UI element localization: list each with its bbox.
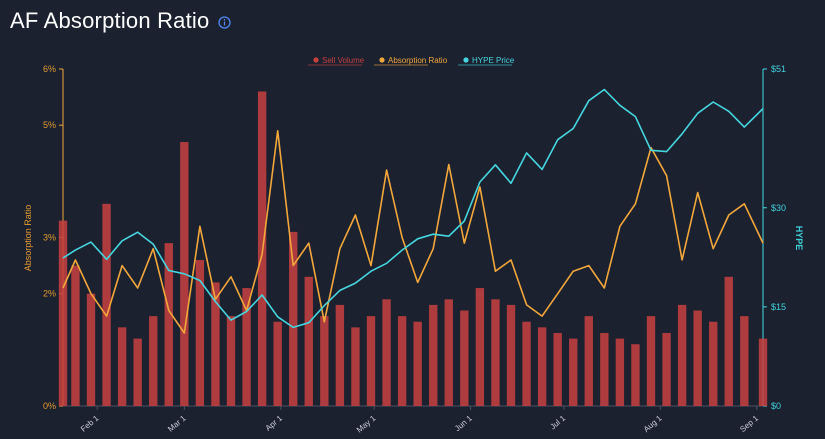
sell-volume-bar <box>569 338 578 406</box>
info-circle-icon[interactable] <box>218 16 232 29</box>
sell-volume-bar <box>58 220 68 406</box>
sell-volume-bar <box>662 332 671 406</box>
sell-volume-bar <box>429 304 438 406</box>
legend-marker <box>463 57 469 63</box>
sell-volume-bar <box>537 327 547 406</box>
sell-volume-bar <box>677 304 687 406</box>
sell-volume-bar <box>273 321 282 406</box>
legend-label: Absorption Ratio <box>388 56 448 65</box>
sell-volume-bar <box>366 316 376 406</box>
left-tick-label: 0% <box>43 401 56 411</box>
sell-volume-bar <box>133 338 142 406</box>
right-tick-label: $30 <box>771 203 786 213</box>
sell-volume-bar <box>460 310 469 406</box>
sell-volume-bar <box>740 316 749 406</box>
x-tick-label: Feb 1 <box>79 413 101 433</box>
sell-volume-bar <box>413 321 422 406</box>
left-tick-label: 6% <box>43 64 56 74</box>
x-tick-label: Jul 1 <box>548 413 567 431</box>
title-row: AF Absorption Ratio <box>10 8 232 34</box>
legend-label: HYPE Price <box>472 56 515 65</box>
x-tick-label: Apr 1 <box>264 413 285 433</box>
sell-volume-bar <box>382 299 391 406</box>
sell-volume-bar <box>724 276 733 406</box>
sell-volume-bar <box>335 304 345 406</box>
sell-volume-bar <box>289 231 298 406</box>
right-tick-label: $0 <box>771 401 781 411</box>
x-tick-label: May 1 <box>355 413 378 434</box>
sell-volume-bar <box>506 304 516 406</box>
legend-marker <box>379 57 385 63</box>
sell-volume-bar <box>758 338 768 406</box>
sell-volume-bar <box>397 316 407 406</box>
sell-volume-bar <box>102 203 111 406</box>
sell-volume-bar <box>522 321 531 406</box>
sell-volume-bar <box>195 259 205 406</box>
sell-volume-bar <box>149 316 158 406</box>
sell-volume-bar <box>631 344 640 406</box>
left-tick-label: 3% <box>43 233 56 243</box>
sell-volume-bar <box>615 338 625 406</box>
sell-volume-bar <box>304 276 313 406</box>
sell-volume-bar <box>584 316 593 406</box>
hype-price-line <box>62 88 764 329</box>
right-axis-title: HYPE <box>794 226 804 251</box>
sell-volume-bar <box>646 316 656 406</box>
x-tick-label: Aug 1 <box>642 413 664 434</box>
legend-marker <box>313 57 319 63</box>
sell-volume-bar <box>211 282 220 406</box>
sell-volume-bar <box>444 299 453 406</box>
sell-volume-bar <box>242 288 251 406</box>
sell-volume-bar <box>71 265 80 406</box>
sell-volume-bar <box>86 293 96 406</box>
sell-volume-bar <box>600 332 609 406</box>
sell-volume-bar <box>491 299 500 406</box>
absorption-ratio-line <box>62 130 764 334</box>
left-tick-label: 2% <box>43 289 56 299</box>
sell-volume-bar <box>226 316 236 406</box>
sell-volume-bar <box>553 332 562 406</box>
right-tick-label: $15 <box>771 302 786 312</box>
sell-volume-bar <box>351 327 360 406</box>
sell-volume-bar <box>693 310 702 406</box>
legend-label: Sell Volume <box>322 56 365 65</box>
x-tick-label: Sep 1 <box>738 413 760 434</box>
left-axis-title: Absorption Ratio <box>23 205 33 272</box>
sell-volume-bar <box>164 243 173 406</box>
x-tick-label: Jun 1 <box>453 413 474 433</box>
sell-volume-bar <box>117 327 127 406</box>
sell-volume-bar <box>320 316 329 406</box>
left-tick-label: 5% <box>43 120 56 130</box>
sell-volume-bar <box>709 321 718 406</box>
right-tick-label: $51 <box>771 64 786 74</box>
sell-volume-bar <box>475 288 485 406</box>
x-tick-label: Mar 1 <box>166 413 188 433</box>
page-title: AF Absorption Ratio <box>10 8 210 33</box>
